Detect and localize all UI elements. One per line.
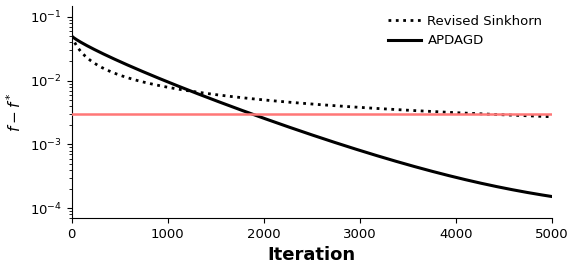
APDAGD	[162, 79, 169, 83]
APDAGD	[300, 130, 307, 134]
APDAGD	[68, 34, 75, 38]
Revised Sinkhorn	[501, 113, 508, 116]
APDAGD	[517, 190, 523, 193]
Revised Sinkhorn	[548, 115, 555, 118]
Revised Sinkhorn	[513, 114, 520, 117]
Line: Revised Sinkhorn: Revised Sinkhorn	[72, 36, 552, 117]
Revised Sinkhorn	[300, 102, 307, 105]
Revised Sinkhorn	[400, 108, 407, 112]
Y-axis label: $f - f^*$: $f - f^*$	[6, 92, 24, 132]
APDAGD	[400, 162, 407, 165]
APDAGD	[501, 187, 508, 190]
X-axis label: Iteration: Iteration	[267, 247, 356, 264]
Legend: Revised Sinkhorn, APDAGD: Revised Sinkhorn, APDAGD	[382, 9, 548, 53]
Revised Sinkhorn	[517, 114, 523, 117]
Line: APDAGD: APDAGD	[72, 36, 552, 197]
APDAGD	[548, 195, 555, 198]
Revised Sinkhorn	[162, 85, 169, 89]
APDAGD	[513, 189, 520, 192]
Revised Sinkhorn	[68, 34, 75, 38]
